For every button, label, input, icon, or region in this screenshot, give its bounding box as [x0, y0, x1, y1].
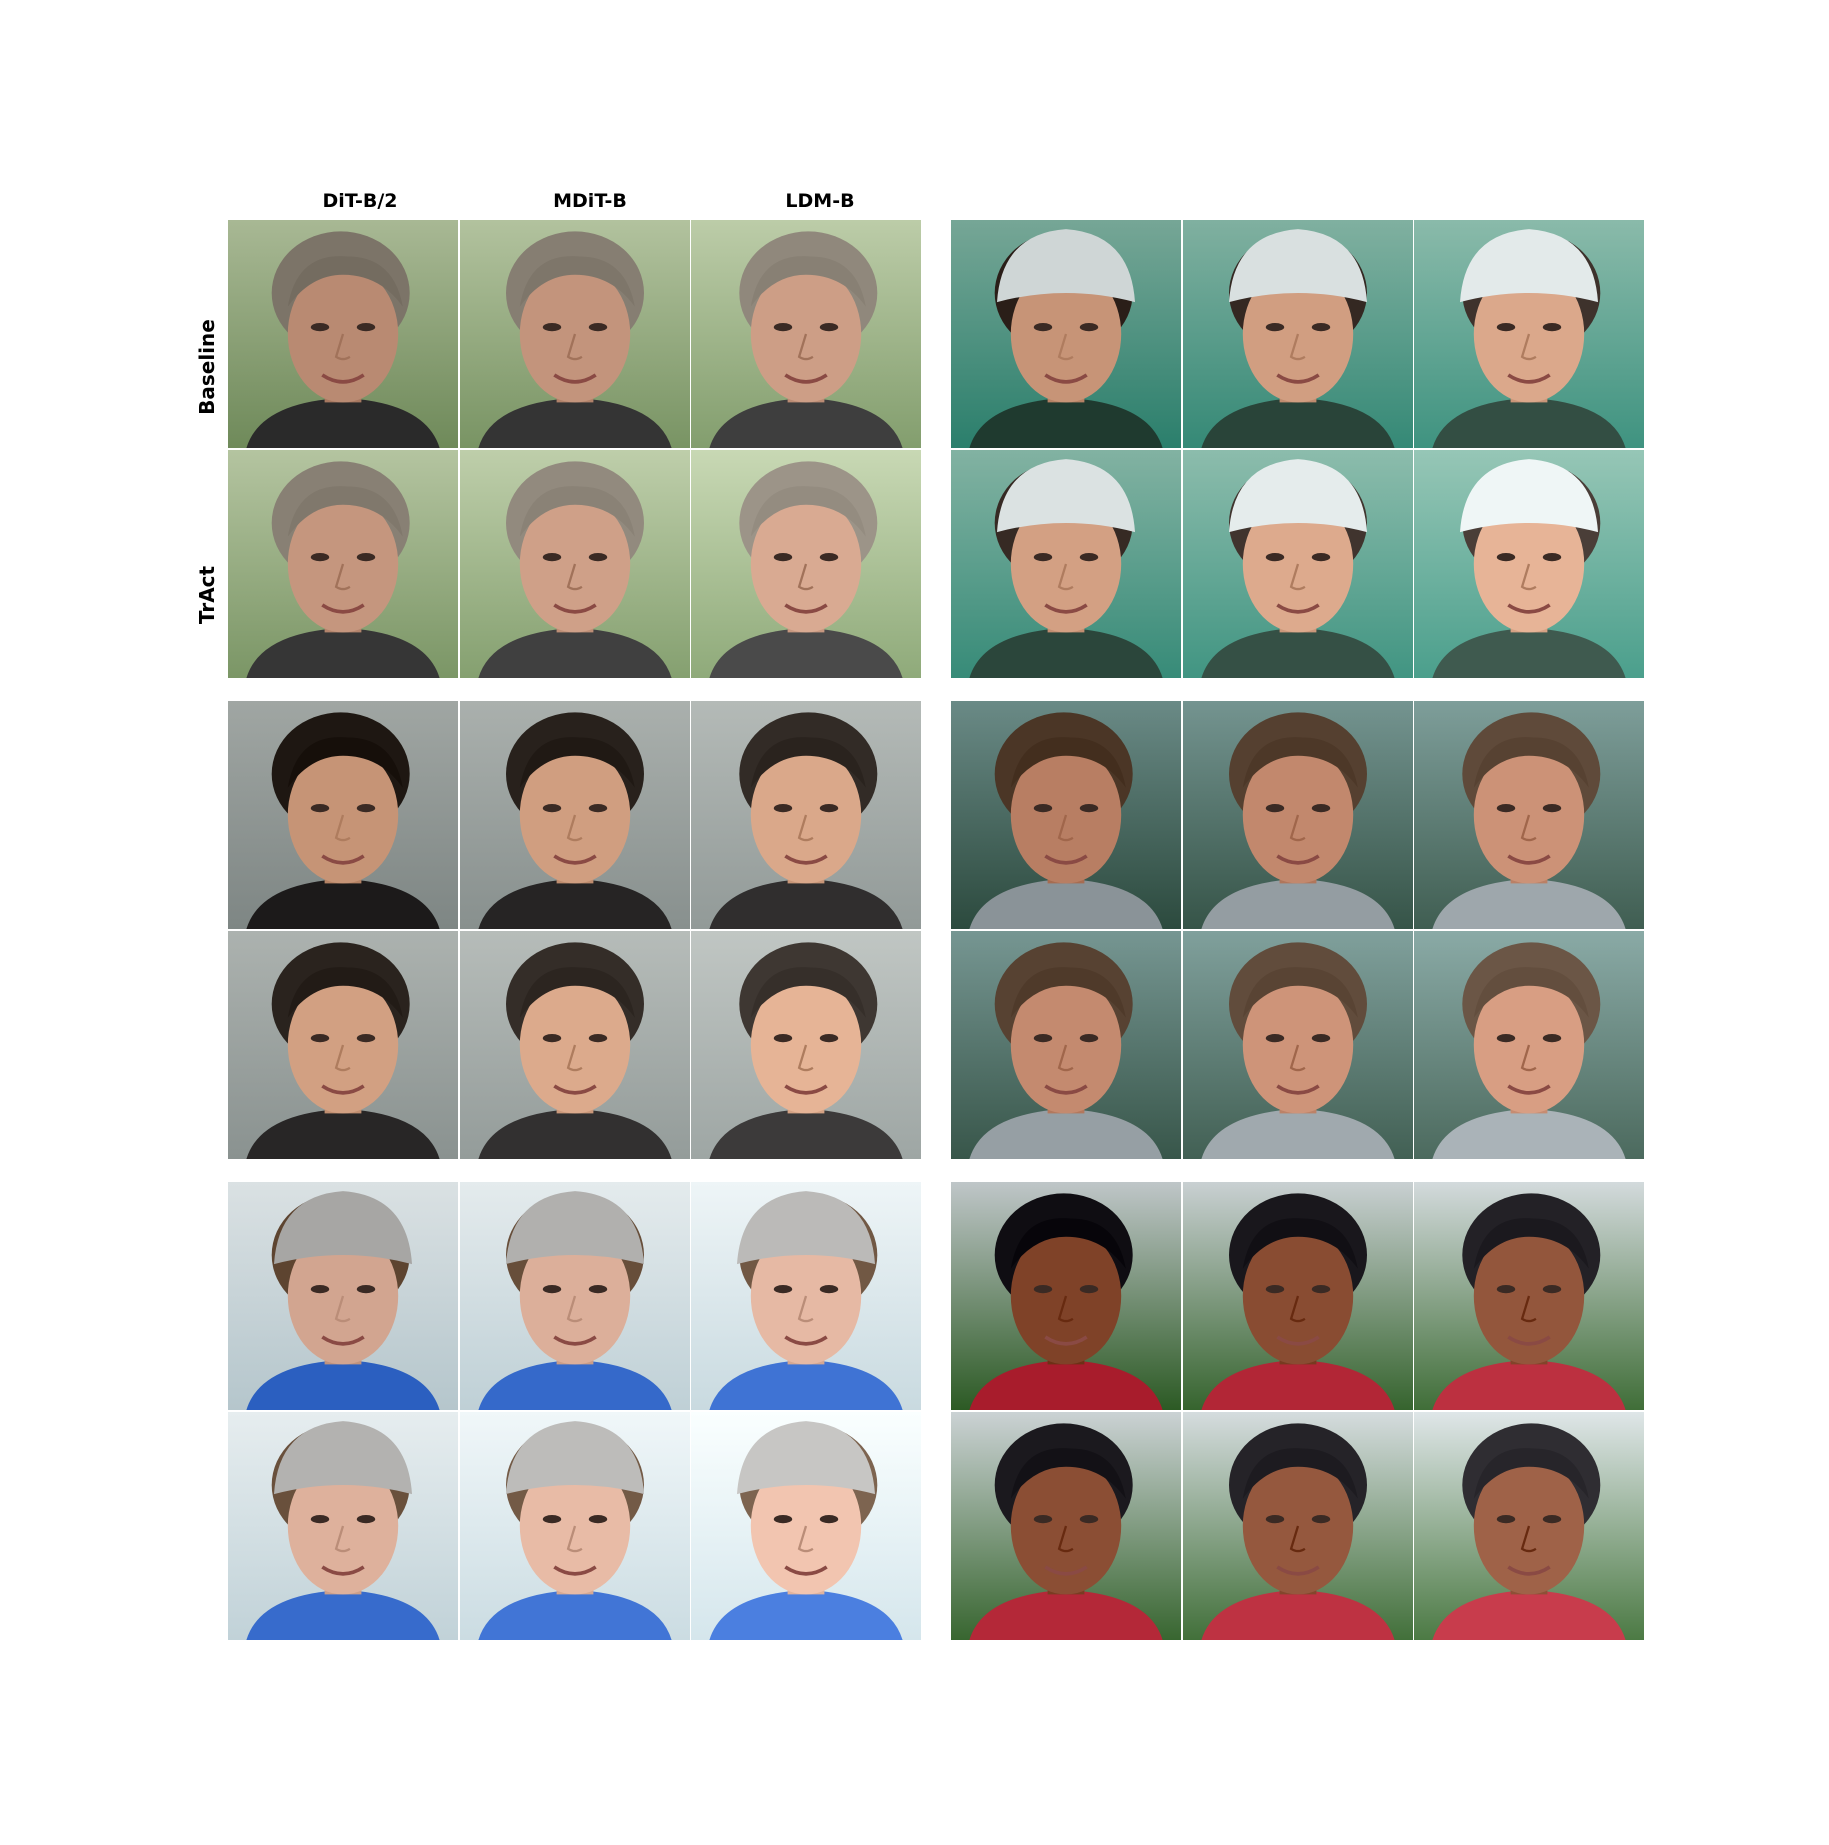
generated-face-image: [459, 1182, 690, 1410]
generated-face-image: [459, 450, 690, 678]
row-label-tract: TrAct: [195, 565, 219, 625]
generated-face-image: [1182, 701, 1413, 929]
panel-grid: [228, 220, 921, 679]
generated-face-image: [1414, 220, 1644, 448]
generated-face-image: [691, 701, 921, 929]
generated-face-image: [951, 1182, 1181, 1410]
generated-face-image: [1414, 450, 1644, 678]
generated-face-image: [691, 1412, 921, 1640]
generated-face-image: [228, 931, 458, 1159]
generated-face-image: [228, 1412, 458, 1640]
generated-face-image: [1182, 220, 1413, 448]
generated-face-image: [951, 701, 1181, 929]
generated-face-image: [1182, 931, 1413, 1159]
generated-face-image: [691, 220, 921, 448]
generated-face-image: [951, 931, 1181, 1159]
generated-face-image: [228, 1182, 458, 1410]
panel-grid: [951, 701, 1644, 1160]
generated-face-image: [228, 450, 458, 678]
generated-face-image: [1414, 701, 1644, 929]
generated-face-image: [1182, 1182, 1413, 1410]
generated-face-image: [1414, 1182, 1644, 1410]
generated-face-image: [951, 450, 1181, 678]
generated-face-image: [459, 220, 690, 448]
generated-face-image: [1414, 1412, 1644, 1640]
generated-face-image: [459, 931, 690, 1159]
panel-grid: [228, 1182, 921, 1641]
column-header-dit: DiT-B/2: [322, 190, 398, 212]
generated-face-image: [691, 1182, 921, 1410]
generated-face-image: [228, 701, 458, 929]
generated-face-image: [1182, 450, 1413, 678]
panel-grid: [951, 220, 1644, 679]
column-header-ldm: LDM-B: [785, 190, 855, 212]
panel-grid: [228, 701, 921, 1160]
generated-face-image: [1182, 1412, 1413, 1640]
row-label-baseline: Baseline: [195, 319, 219, 415]
generated-face-image: [1414, 931, 1644, 1159]
generated-face-image: [691, 931, 921, 1159]
generated-face-image: [691, 450, 921, 678]
generated-face-image: [459, 1412, 690, 1640]
generated-face-image: [459, 701, 690, 929]
generated-face-image: [228, 220, 458, 448]
generated-face-image: [951, 220, 1181, 448]
generated-face-image: [951, 1412, 1181, 1640]
panel-grid: [951, 1182, 1644, 1641]
column-header-mdit: MDiT-B: [553, 190, 627, 212]
